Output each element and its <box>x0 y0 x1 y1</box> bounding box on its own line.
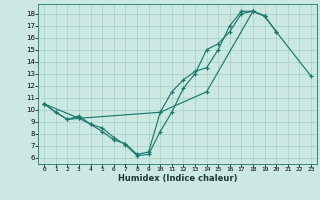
X-axis label: Humidex (Indice chaleur): Humidex (Indice chaleur) <box>118 174 237 183</box>
